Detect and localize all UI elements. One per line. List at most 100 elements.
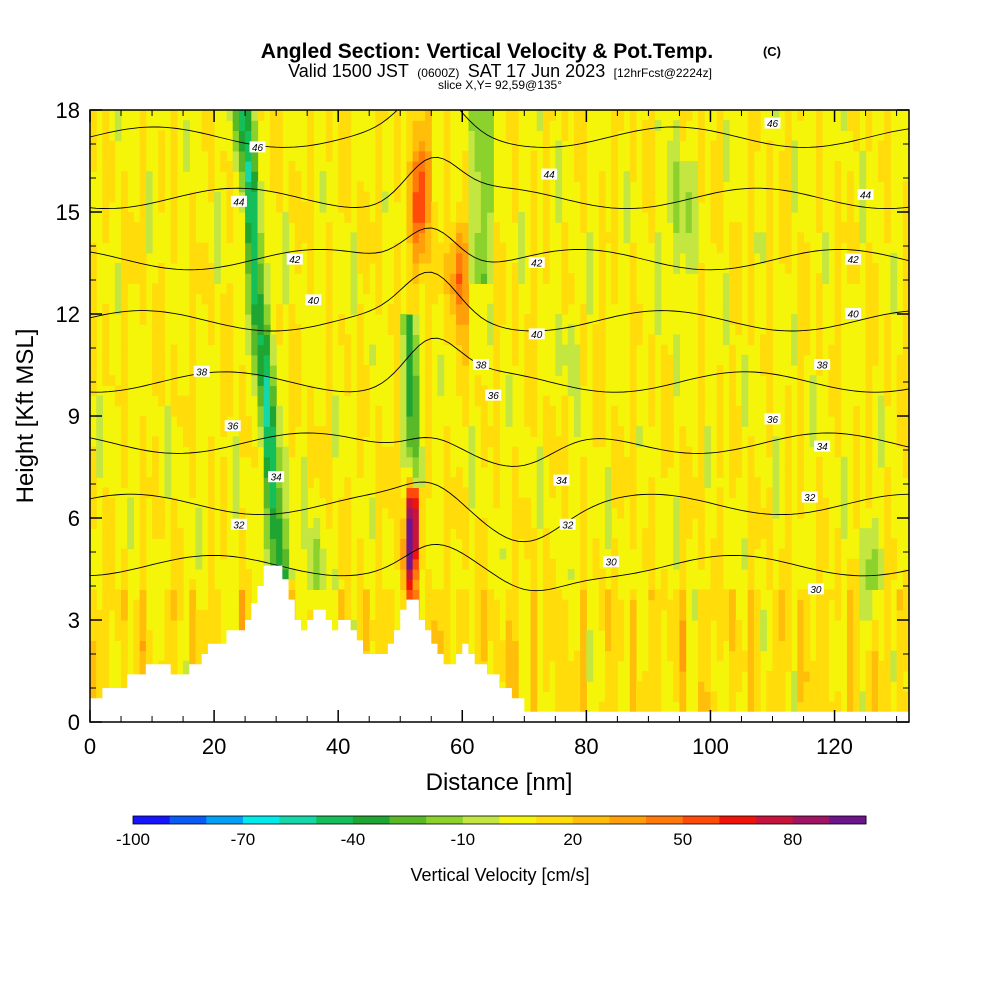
velocity-cell (387, 609, 395, 621)
velocity-cell (350, 252, 358, 264)
velocity-cell (809, 405, 817, 417)
velocity-cell (598, 375, 606, 386)
velocity-cell (90, 660, 97, 672)
velocity-cell (356, 181, 364, 193)
velocity-cell (853, 497, 860, 509)
velocity-cell (394, 487, 401, 499)
velocity-cell (425, 232, 432, 244)
velocity-cell (356, 344, 364, 356)
velocity-cell (195, 242, 203, 254)
velocity-cell (263, 446, 271, 458)
velocity-cell (617, 436, 625, 448)
velocity-cell (487, 252, 494, 264)
velocity-cell (884, 314, 891, 325)
velocity-cell (456, 293, 463, 305)
velocity-cell (257, 314, 265, 325)
velocity-cell (704, 446, 712, 458)
velocity-cell (139, 130, 147, 142)
velocity-cell (530, 293, 538, 305)
velocity-cell (747, 558, 755, 570)
velocity-cell (784, 487, 792, 499)
velocity-cell (834, 242, 842, 254)
velocity-cell (474, 538, 482, 550)
velocity-cell (462, 212, 470, 223)
velocity-cell (611, 150, 618, 162)
velocity-cell (400, 456, 408, 468)
velocity-cell (406, 120, 414, 131)
velocity-cell (276, 477, 283, 488)
velocity-cell (245, 242, 252, 254)
velocity-cell (542, 181, 550, 193)
velocity-cell (580, 671, 587, 682)
velocity-cell (375, 518, 383, 529)
velocity-cell (753, 528, 761, 539)
velocity-cell (214, 263, 221, 274)
velocity-cell (822, 242, 829, 254)
velocity-cell (468, 181, 476, 193)
velocity-cell (567, 681, 575, 692)
velocity-cell (611, 609, 618, 621)
velocity-cell (412, 120, 420, 131)
velocity-cell (865, 569, 873, 580)
velocity-cell (443, 120, 451, 131)
velocity-cell (673, 640, 681, 652)
velocity-cell (611, 436, 618, 448)
velocity-cell (598, 334, 606, 346)
velocity-cell (381, 191, 389, 203)
velocity-cell (418, 558, 426, 570)
velocity-cell (691, 161, 699, 172)
velocity-cell (902, 579, 909, 590)
velocity-cell (555, 640, 563, 652)
velocity-cell (139, 507, 147, 519)
velocity-cell (890, 660, 898, 672)
velocity-cell (226, 385, 234, 397)
velocity-cell (698, 650, 705, 662)
velocity-cell (394, 191, 401, 203)
velocity-cell (629, 691, 637, 703)
velocity-cell (121, 293, 128, 305)
velocity-cell (511, 569, 519, 580)
velocity-cell (121, 283, 128, 295)
velocity-cell (412, 518, 420, 529)
velocity-cell (195, 518, 203, 529)
velocity-cell (853, 671, 860, 682)
velocity-cell (394, 171, 401, 182)
velocity-cell (468, 436, 476, 448)
velocity-cell (387, 507, 395, 519)
velocity-cell (871, 548, 879, 560)
velocity-cell (871, 324, 879, 335)
velocity-cell (729, 303, 736, 315)
velocity-cell (549, 477, 556, 488)
velocity-cell (170, 558, 178, 570)
velocity-cell (766, 487, 774, 499)
velocity-cell (797, 324, 805, 335)
velocity-cell (890, 263, 898, 274)
velocity-cell (480, 150, 488, 162)
velocity-cell (654, 640, 662, 652)
velocity-cell (573, 405, 581, 417)
velocity-cell (710, 140, 718, 152)
velocity-cell (456, 334, 463, 346)
velocity-cell (542, 671, 550, 682)
velocity-cell (511, 477, 519, 488)
velocity-cell (251, 110, 259, 121)
velocity-cell (673, 538, 681, 550)
velocity-cell (493, 375, 501, 386)
velocity-cell (784, 579, 792, 590)
velocity-cell (480, 640, 488, 652)
velocity-cell (797, 344, 805, 356)
velocity-cell (530, 609, 538, 621)
velocity-cell (716, 130, 724, 142)
velocity-cell (257, 110, 265, 121)
velocity-cell (766, 171, 774, 182)
velocity-cell (400, 426, 408, 437)
velocity-cell (822, 681, 829, 692)
velocity-cell (375, 252, 383, 264)
velocity-cell (667, 150, 674, 162)
velocity-cell (418, 232, 426, 244)
velocity-cell (698, 120, 705, 131)
velocity-cell (499, 293, 507, 305)
velocity-cell (487, 599, 494, 611)
velocity-cell (400, 375, 408, 386)
velocity-cell (487, 171, 494, 182)
